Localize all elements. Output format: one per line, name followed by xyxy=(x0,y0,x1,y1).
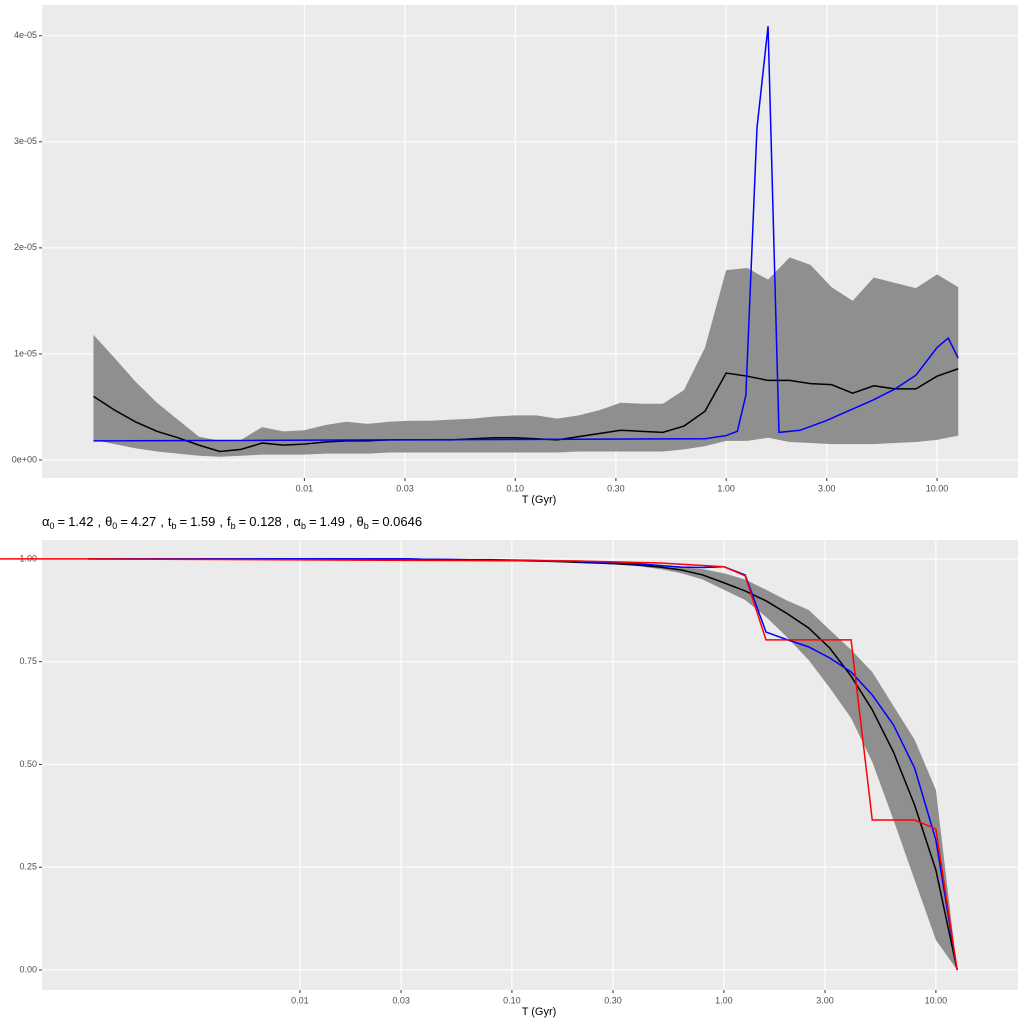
param-symbol: f xyxy=(227,514,231,529)
separator: , xyxy=(160,514,164,529)
y-tick-label: 0.25 xyxy=(19,862,37,872)
param-value: 4.27 xyxy=(131,514,156,529)
x-tick-label: 0.01 xyxy=(296,483,314,493)
series-line xyxy=(93,26,959,442)
separator: , xyxy=(286,514,290,529)
param-value: 1.42 xyxy=(68,514,93,529)
param-subscript: b xyxy=(301,521,306,531)
param-value: 1.49 xyxy=(320,514,345,529)
x-tick-label: 3.00 xyxy=(816,995,834,1005)
param-subscript: b xyxy=(171,521,176,531)
param-subscript: b xyxy=(364,521,369,531)
separator: , xyxy=(97,514,101,529)
param-symbol: θ xyxy=(356,514,363,529)
x-tick-label: 0.10 xyxy=(507,483,525,493)
param-value: 0.128 xyxy=(249,514,282,529)
y-tick-label: 4e-05 xyxy=(14,30,37,40)
param-symbol: θ xyxy=(105,514,112,529)
equals: = xyxy=(239,514,247,529)
equals: = xyxy=(58,514,66,529)
x-axis-title: T (Gyr) xyxy=(522,1006,557,1018)
y-tick-label: 0e+00 xyxy=(12,454,37,464)
param-symbol: t xyxy=(168,514,172,529)
x-tick-label: 10.00 xyxy=(925,995,948,1005)
band xyxy=(93,257,959,457)
param-subscript: 0 xyxy=(112,521,117,531)
x-tick-label: 1.00 xyxy=(717,483,735,493)
series-line xyxy=(0,558,958,971)
param-subscript: b xyxy=(231,521,236,531)
series-line xyxy=(93,368,959,453)
param-symbol: α xyxy=(293,514,301,529)
x-tick-label: 0.30 xyxy=(607,483,625,493)
x-axis-title: T (Gyr) xyxy=(522,494,557,506)
equals: = xyxy=(120,514,128,529)
plot-background xyxy=(42,540,1018,990)
y-tick-label: 0.00 xyxy=(19,964,37,974)
y-tick-label: 0.75 xyxy=(19,656,37,666)
separator: , xyxy=(349,514,353,529)
y-tick-label: 1e-05 xyxy=(14,348,37,358)
x-tick-label: 3.00 xyxy=(818,483,836,493)
x-tick-label: 0.03 xyxy=(396,483,414,493)
param-value: 0.0646 xyxy=(382,514,422,529)
y-tick-label: 3e-05 xyxy=(14,136,37,146)
x-tick-label: 0.30 xyxy=(604,995,622,1005)
param-value: 1.59 xyxy=(190,514,215,529)
param-subscript: 0 xyxy=(50,521,55,531)
equals: = xyxy=(309,514,317,529)
separator: , xyxy=(219,514,223,529)
x-tick-label: 10.00 xyxy=(926,483,949,493)
x-tick-label: 1.00 xyxy=(715,995,733,1005)
y-tick-label: 0.50 xyxy=(19,759,37,769)
equals: = xyxy=(372,514,380,529)
parameter-annotation: α0 = 1.42, θ0 = 4.27, tb = 1.59, fb = 0.128, αb = 1.49… xyxy=(42,514,422,531)
equals: = xyxy=(179,514,187,529)
param-symbol: α xyxy=(42,514,50,529)
x-tick-label: 0.03 xyxy=(392,995,410,1005)
x-tick-label: 0.01 xyxy=(291,995,309,1005)
y-tick-label: 2e-05 xyxy=(14,242,37,252)
x-tick-label: 0.10 xyxy=(503,995,521,1005)
